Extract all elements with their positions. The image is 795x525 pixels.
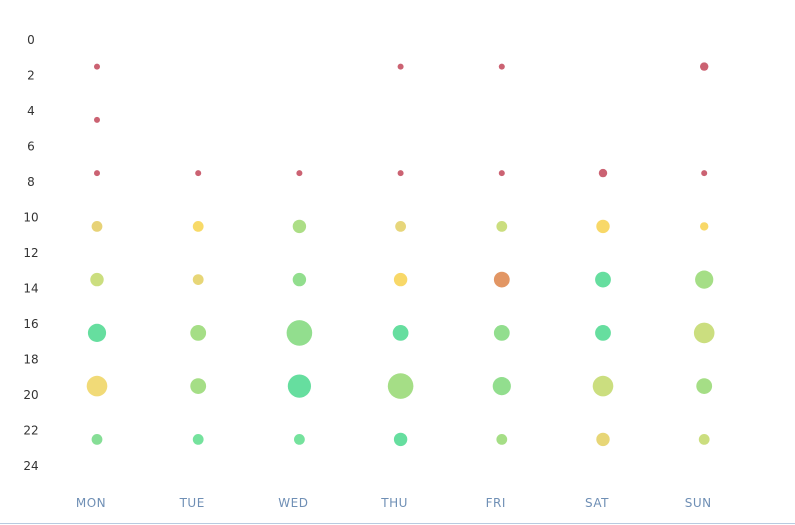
x-tick-label: FRI (486, 496, 506, 510)
bubble-point[interactable] (190, 325, 207, 341)
y-tick-label: 16 (23, 317, 38, 331)
y-tick-label: 20 (23, 388, 38, 402)
y-tick-label: 2 (27, 69, 35, 83)
bubble-point[interactable] (294, 434, 305, 445)
bubble-point[interactable] (493, 325, 510, 341)
bubble-point[interactable] (91, 221, 103, 232)
x-tick-label: TUE (179, 496, 205, 510)
y-tick-label: 22 (23, 424, 38, 438)
bubble-point[interactable] (195, 170, 202, 177)
y-tick-label: 0 (27, 33, 35, 47)
y-tick-label: 10 (23, 211, 38, 225)
bubble-point[interactable] (393, 432, 408, 447)
x-tick-label: THU (380, 496, 408, 510)
bubble-point[interactable] (90, 272, 104, 287)
bubble-point[interactable] (94, 63, 100, 70)
bubble-point[interactable] (496, 434, 508, 445)
y-tick-label: 14 (23, 282, 38, 296)
bubble-point[interactable] (595, 271, 611, 288)
x-tick-label: MON (76, 496, 106, 510)
y-tick-label: 8 (27, 175, 35, 189)
bubble-series (86, 62, 715, 447)
bubble-point[interactable] (292, 272, 307, 287)
x-axis: MON TUE WED THU FRI SAT SUN (76, 496, 712, 510)
y-tick-label: 24 (23, 459, 38, 473)
y-tick-label: 4 (27, 104, 35, 118)
bubble-point[interactable] (190, 378, 207, 394)
bubble-point[interactable] (192, 274, 204, 285)
bubble-point[interactable] (392, 325, 409, 341)
bubble-point[interactable] (595, 325, 611, 341)
bubble-point[interactable] (292, 219, 307, 234)
bubble-point[interactable] (393, 272, 408, 287)
y-tick-label: 18 (23, 353, 38, 367)
y-tick-label: 12 (23, 246, 38, 260)
bubble-point[interactable] (91, 434, 103, 445)
y-tick-label: 6 (27, 140, 35, 154)
bubble-point[interactable] (592, 375, 614, 397)
bubble-point[interactable] (192, 221, 204, 232)
bubble-point[interactable] (296, 170, 303, 177)
bubble-point[interactable] (700, 62, 709, 71)
bubble-point[interactable] (696, 378, 713, 394)
bubble-point[interactable] (598, 168, 608, 178)
bubble-point[interactable] (287, 374, 311, 398)
bubble-point[interactable] (493, 271, 510, 288)
x-tick-label: WED (278, 496, 308, 510)
bubble-point[interactable] (395, 221, 406, 232)
bubble-point[interactable] (700, 222, 709, 231)
bubble-point[interactable] (498, 63, 505, 70)
bubble-point[interactable] (498, 170, 505, 177)
bubble-point[interactable] (397, 63, 404, 70)
bubble-point[interactable] (286, 320, 313, 346)
bubble-point[interactable] (701, 170, 708, 177)
bubble-point[interactable] (86, 375, 108, 397)
x-tick-label: SUN (685, 496, 712, 510)
bubble-point[interactable] (192, 434, 204, 445)
bubble-point[interactable] (596, 432, 610, 447)
bubble-point[interactable] (387, 373, 414, 399)
bubble-point[interactable] (87, 323, 107, 342)
bubble-point[interactable] (698, 434, 710, 445)
bubble-point[interactable] (94, 170, 100, 177)
bubble-point[interactable] (496, 221, 508, 232)
bubble-point[interactable] (397, 170, 404, 177)
bubble-point[interactable] (492, 377, 511, 396)
x-tick-label: SAT (585, 496, 609, 510)
bubble-point[interactable] (94, 116, 100, 123)
bubble-point[interactable] (693, 322, 715, 344)
bubble-point[interactable] (695, 270, 714, 289)
bubble-point[interactable] (596, 219, 610, 234)
